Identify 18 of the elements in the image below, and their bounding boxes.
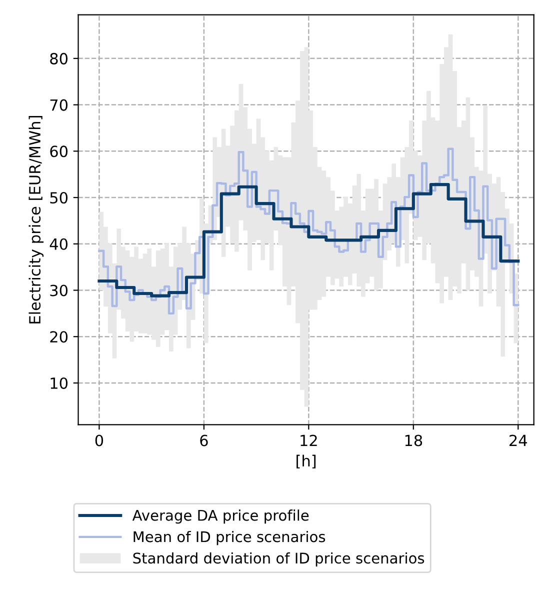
x-tick-label: 6: [200, 434, 208, 446]
y-tick-label: 30: [50, 284, 68, 296]
x-axis-title: [h]: [296, 454, 316, 468]
legend-label: Average DA price profile: [132, 510, 309, 524]
y-tick-label: 20: [50, 331, 68, 343]
y-tick-label: 40: [50, 238, 68, 250]
x-tick-label: 12: [300, 434, 317, 446]
legend-label: Standard deviation of ID price scenarios: [133, 552, 424, 566]
y-tick-label: 70: [50, 99, 68, 111]
y-tick-label: 10: [50, 377, 68, 390]
y-tick-label: 60: [50, 146, 68, 158]
x-tick-label: 18: [405, 434, 422, 446]
x-tick-label: 0: [95, 434, 104, 446]
y-tick-label: 80: [50, 52, 68, 64]
legend-label: Mean of ID price scenarios: [134, 530, 326, 546]
x-tick-label: 24: [510, 434, 528, 446]
y-tick-label: 50: [50, 192, 68, 204]
y-axis-title: Electricity price [EUR/MWh]: [28, 116, 44, 324]
